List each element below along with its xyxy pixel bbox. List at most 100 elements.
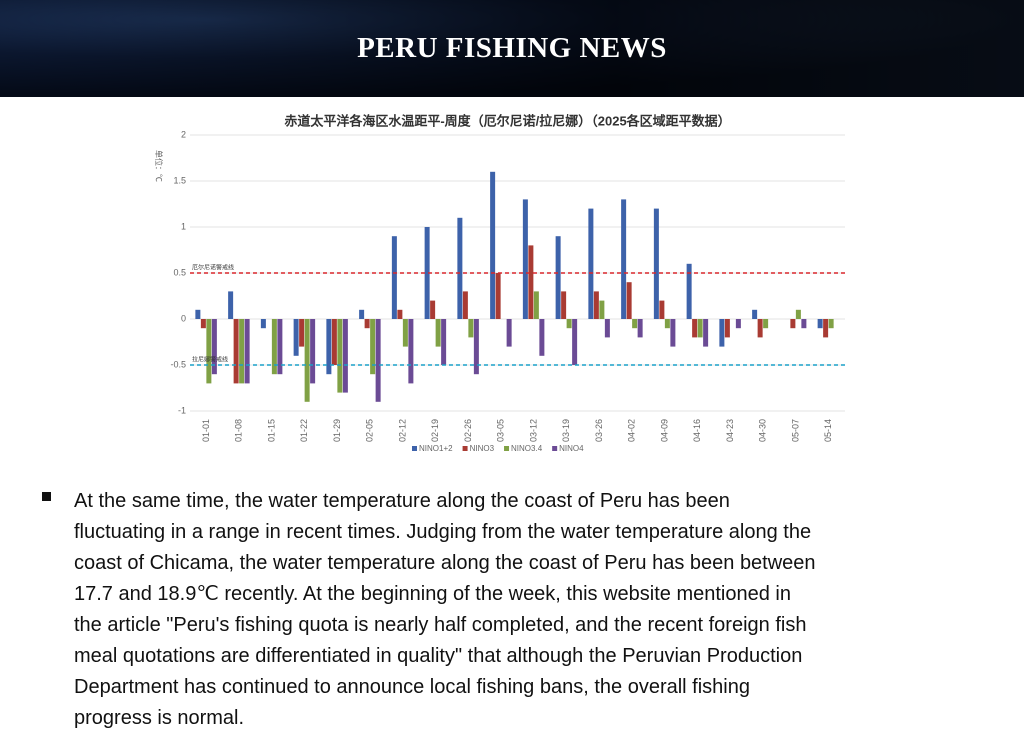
bar — [533, 291, 539, 319]
bar — [561, 291, 567, 319]
x-tick-label: 03-05 — [496, 419, 506, 442]
x-tick-label: 03-19 — [561, 419, 571, 442]
bar — [735, 319, 741, 329]
bar — [637, 319, 643, 338]
bar — [528, 245, 534, 319]
bar — [337, 319, 343, 393]
x-tick-label: 02-26 — [463, 419, 473, 442]
bar — [260, 319, 266, 329]
x-tick-label: 02-19 — [430, 419, 440, 442]
bar — [495, 273, 501, 319]
x-tick-label: 01-29 — [332, 419, 342, 442]
bar — [277, 319, 283, 375]
chart-title: 赤道太平洋各海区水温距平-周度（厄尔尼诺/拉尼娜）（2025各区域距平数据） — [284, 113, 730, 128]
bar — [435, 319, 441, 347]
bar — [817, 319, 823, 329]
bar — [724, 319, 730, 338]
bar — [326, 319, 332, 375]
legend-label: NINO3 — [470, 444, 495, 453]
bar — [424, 227, 430, 319]
bar — [397, 309, 403, 319]
bar — [604, 319, 610, 338]
bar — [430, 300, 436, 319]
x-tick-label: 01-22 — [299, 419, 309, 442]
chart: 赤道太平洋各海区水温距平-周度（厄尔尼诺/拉尼娜）（2025各区域距平数据） 单位… — [154, 113, 845, 453]
bar — [692, 319, 698, 338]
bar — [752, 309, 758, 319]
x-tick-label: 04-09 — [659, 419, 669, 442]
bar — [364, 319, 370, 329]
bar — [233, 319, 239, 384]
bullet — [42, 492, 51, 501]
bar — [228, 291, 234, 319]
bar — [659, 300, 665, 319]
bar — [632, 319, 638, 329]
bar — [697, 319, 703, 338]
reference-label: 拉尼娜警戒线 — [192, 356, 228, 364]
bar — [468, 319, 474, 338]
reference-label: 厄尔尼诺警戒线 — [192, 264, 234, 272]
bar — [686, 263, 692, 319]
bar — [566, 319, 572, 329]
bar — [239, 319, 245, 384]
y-tick-label: 0.5 — [173, 267, 186, 277]
x-tick-label: 04-30 — [758, 419, 768, 442]
bar — [408, 319, 414, 384]
y-tick-label: 1.5 — [173, 175, 186, 185]
bar — [391, 236, 397, 319]
y-tick-label: 0 — [181, 313, 186, 323]
paragraph-line: 17.7 and 18.9℃ recently. At the beginnin… — [74, 583, 791, 605]
paragraph-line: Department has continued to announce loc… — [74, 676, 750, 698]
paragraph-line: the article "Peru's fishing quota is nea… — [74, 614, 807, 636]
bar — [304, 319, 310, 402]
bar — [539, 319, 545, 356]
legend-swatch — [412, 446, 417, 451]
bar — [490, 171, 496, 319]
bar — [664, 319, 670, 329]
bar — [555, 236, 561, 319]
x-tick-label: 04-23 — [725, 419, 735, 442]
x-tick-label: 01-01 — [201, 419, 211, 442]
bar — [763, 319, 769, 329]
y-tick-label: 1 — [181, 221, 186, 231]
bar — [441, 319, 447, 365]
legend-swatch — [504, 446, 510, 451]
bar — [206, 319, 212, 384]
bar — [593, 291, 599, 319]
bar — [331, 319, 337, 365]
bar — [200, 319, 206, 329]
paragraph-line: progress is normal. — [74, 707, 245, 729]
x-tick-label: 03-26 — [594, 419, 604, 442]
bar — [790, 319, 796, 329]
bar — [211, 319, 217, 375]
bar — [522, 199, 528, 319]
bar — [457, 217, 463, 319]
bar — [359, 309, 365, 319]
x-tick-label: 04-16 — [692, 419, 702, 442]
y-tick-label: 2 — [181, 129, 186, 139]
y-tick-label: -1 — [178, 405, 186, 415]
x-tick-label: 03-12 — [528, 419, 538, 442]
paragraph-line: fluctuating in a range in recent times. … — [74, 521, 812, 543]
header-banner: PERU FISHING NEWS — [0, 0, 1024, 97]
header-title: PERU FISHING NEWS — [357, 32, 667, 64]
paragraph-line: coast of Chicama, the water temperature … — [74, 552, 816, 574]
legend-swatch — [552, 446, 558, 451]
bar — [626, 282, 632, 319]
x-tick-label: 02-05 — [365, 419, 375, 442]
bar — [653, 208, 659, 319]
x-tick-label: 01-08 — [234, 419, 244, 442]
y-axis-label: 单位：℃ — [154, 150, 164, 182]
legend-swatch — [462, 446, 468, 451]
bar — [195, 309, 201, 319]
bar — [271, 319, 277, 375]
bar — [757, 319, 763, 338]
x-tick-label: 04-02 — [627, 419, 637, 442]
bar — [621, 199, 627, 319]
bullet-paragraph: At the same time, the water temperature … — [40, 486, 980, 734]
paragraph-line: meal quotations are differentiated in qu… — [74, 645, 803, 667]
bar — [670, 319, 676, 347]
bar — [823, 319, 829, 338]
bar — [375, 319, 381, 402]
